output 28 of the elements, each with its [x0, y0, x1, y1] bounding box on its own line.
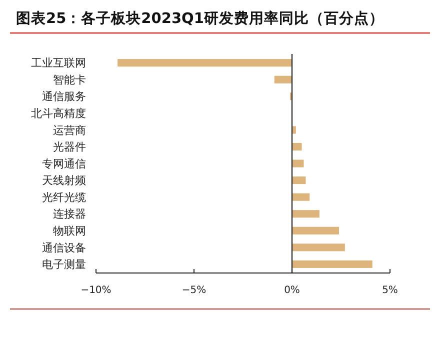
x-tick-label: 0%	[284, 285, 300, 296]
bar	[292, 193, 310, 201]
y-tick-label: 光器件	[53, 140, 86, 154]
bar	[292, 210, 320, 218]
bar	[274, 76, 292, 84]
y-tick-label: 天线射频	[42, 174, 86, 188]
chart-title: 图表25：各子板块2023Q1研发费用率同比（百分点）	[16, 9, 384, 27]
y-tick-label: 运营商	[53, 124, 86, 137]
bar	[292, 226, 340, 234]
bar	[292, 244, 345, 252]
x-tick-label: −10%	[80, 285, 112, 296]
y-tick-label: 光纤光缆	[42, 190, 86, 204]
y-tick-label: 通信服务	[42, 90, 86, 104]
y-tick-label: 通信设备	[42, 241, 86, 254]
y-tick-label: 专网通信	[42, 157, 86, 170]
x-tick-label: 5%	[382, 285, 398, 296]
bar	[292, 142, 302, 150]
y-tick-label: 电子测量	[42, 258, 86, 272]
bar	[118, 59, 292, 67]
x-tick-label: −5%	[182, 285, 206, 296]
y-tick-label: 北斗高精度	[31, 107, 86, 120]
bar	[292, 176, 306, 184]
bar	[292, 160, 304, 168]
bar	[292, 260, 372, 268]
y-tick-label: 物联网	[53, 224, 86, 238]
y-tick-label: 工业互联网	[31, 56, 86, 70]
y-tick-label: 智能卡	[53, 73, 86, 86]
y-tick-label: 连接器	[53, 208, 86, 221]
